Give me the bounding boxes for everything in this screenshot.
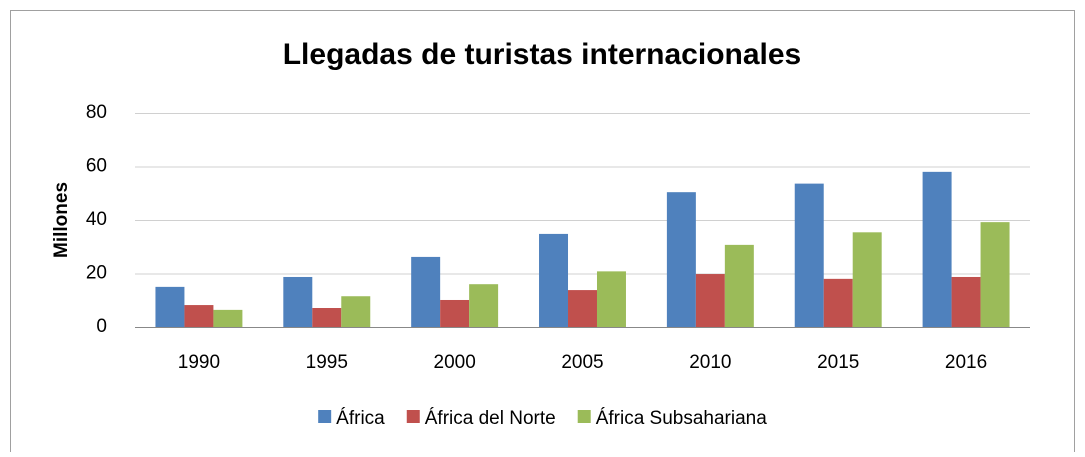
bar (922, 171, 952, 327)
bar (980, 222, 1010, 327)
bar (312, 308, 342, 327)
x-tick-label: 1995 (306, 352, 348, 373)
bar (951, 276, 981, 327)
bar (341, 296, 371, 327)
legend-label: África Subsahariana (596, 408, 768, 429)
bar (823, 278, 853, 327)
y-tick-label: 40 (86, 209, 107, 230)
bar (184, 305, 214, 327)
x-tick-label: 1990 (178, 352, 220, 373)
bar (155, 286, 185, 327)
bar (539, 233, 569, 327)
y-tick-label: 20 (86, 263, 107, 284)
chart-border (10, 10, 1075, 457)
legend-label: África (336, 408, 385, 429)
x-tick-label: 2016 (945, 352, 987, 373)
legend-swatch (406, 410, 420, 423)
bar (666, 192, 696, 327)
legend-label: África del Norte (425, 408, 556, 429)
bar (695, 274, 725, 327)
bar (852, 232, 882, 327)
bar (469, 284, 499, 327)
y-axis-label: Millones (51, 182, 72, 258)
bar (568, 290, 597, 327)
bar (213, 309, 243, 327)
chart-title: Llegadas de turistas internacionales (283, 38, 802, 71)
x-tick-label: 2010 (689, 352, 731, 373)
legend-swatch (318, 410, 332, 423)
bar (724, 244, 754, 327)
y-tick-label: 80 (86, 102, 107, 123)
x-tick-label: 2015 (817, 352, 859, 373)
bar (596, 271, 626, 327)
bar (411, 256, 441, 327)
bar (283, 276, 313, 327)
x-tick-label: 2005 (561, 352, 603, 373)
y-tick-label: 60 (86, 156, 107, 177)
y-tick-label: 0 (96, 316, 107, 337)
bar (440, 299, 470, 327)
x-tick-label: 2000 (434, 352, 476, 373)
legend-swatch (577, 410, 591, 423)
bar (794, 183, 824, 327)
